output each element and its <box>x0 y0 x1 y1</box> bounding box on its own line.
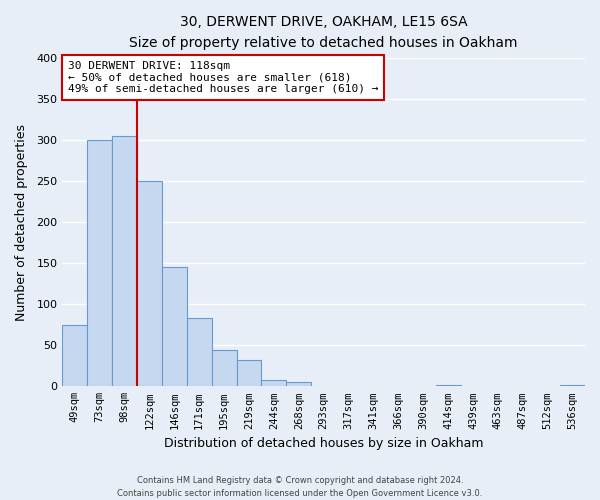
Bar <box>262 380 286 386</box>
Bar <box>137 181 162 386</box>
Text: 30 DERWENT DRIVE: 118sqm
← 50% of detached houses are smaller (618)
49% of semi-: 30 DERWENT DRIVE: 118sqm ← 50% of detach… <box>68 61 378 94</box>
Bar <box>187 318 212 386</box>
Bar <box>112 136 137 386</box>
X-axis label: Distribution of detached houses by size in Oakham: Distribution of detached houses by size … <box>164 437 484 450</box>
Bar <box>236 360 262 386</box>
Bar <box>162 267 187 386</box>
Bar <box>560 384 585 386</box>
Title: 30, DERWENT DRIVE, OAKHAM, LE15 6SA
Size of property relative to detached houses: 30, DERWENT DRIVE, OAKHAM, LE15 6SA Size… <box>130 15 518 50</box>
Text: Contains HM Land Registry data © Crown copyright and database right 2024.
Contai: Contains HM Land Registry data © Crown c… <box>118 476 482 498</box>
Bar <box>87 140 112 386</box>
Bar <box>286 382 311 386</box>
Bar <box>62 324 87 386</box>
Bar <box>212 350 236 387</box>
Y-axis label: Number of detached properties: Number of detached properties <box>15 124 28 320</box>
Bar <box>436 384 461 386</box>
